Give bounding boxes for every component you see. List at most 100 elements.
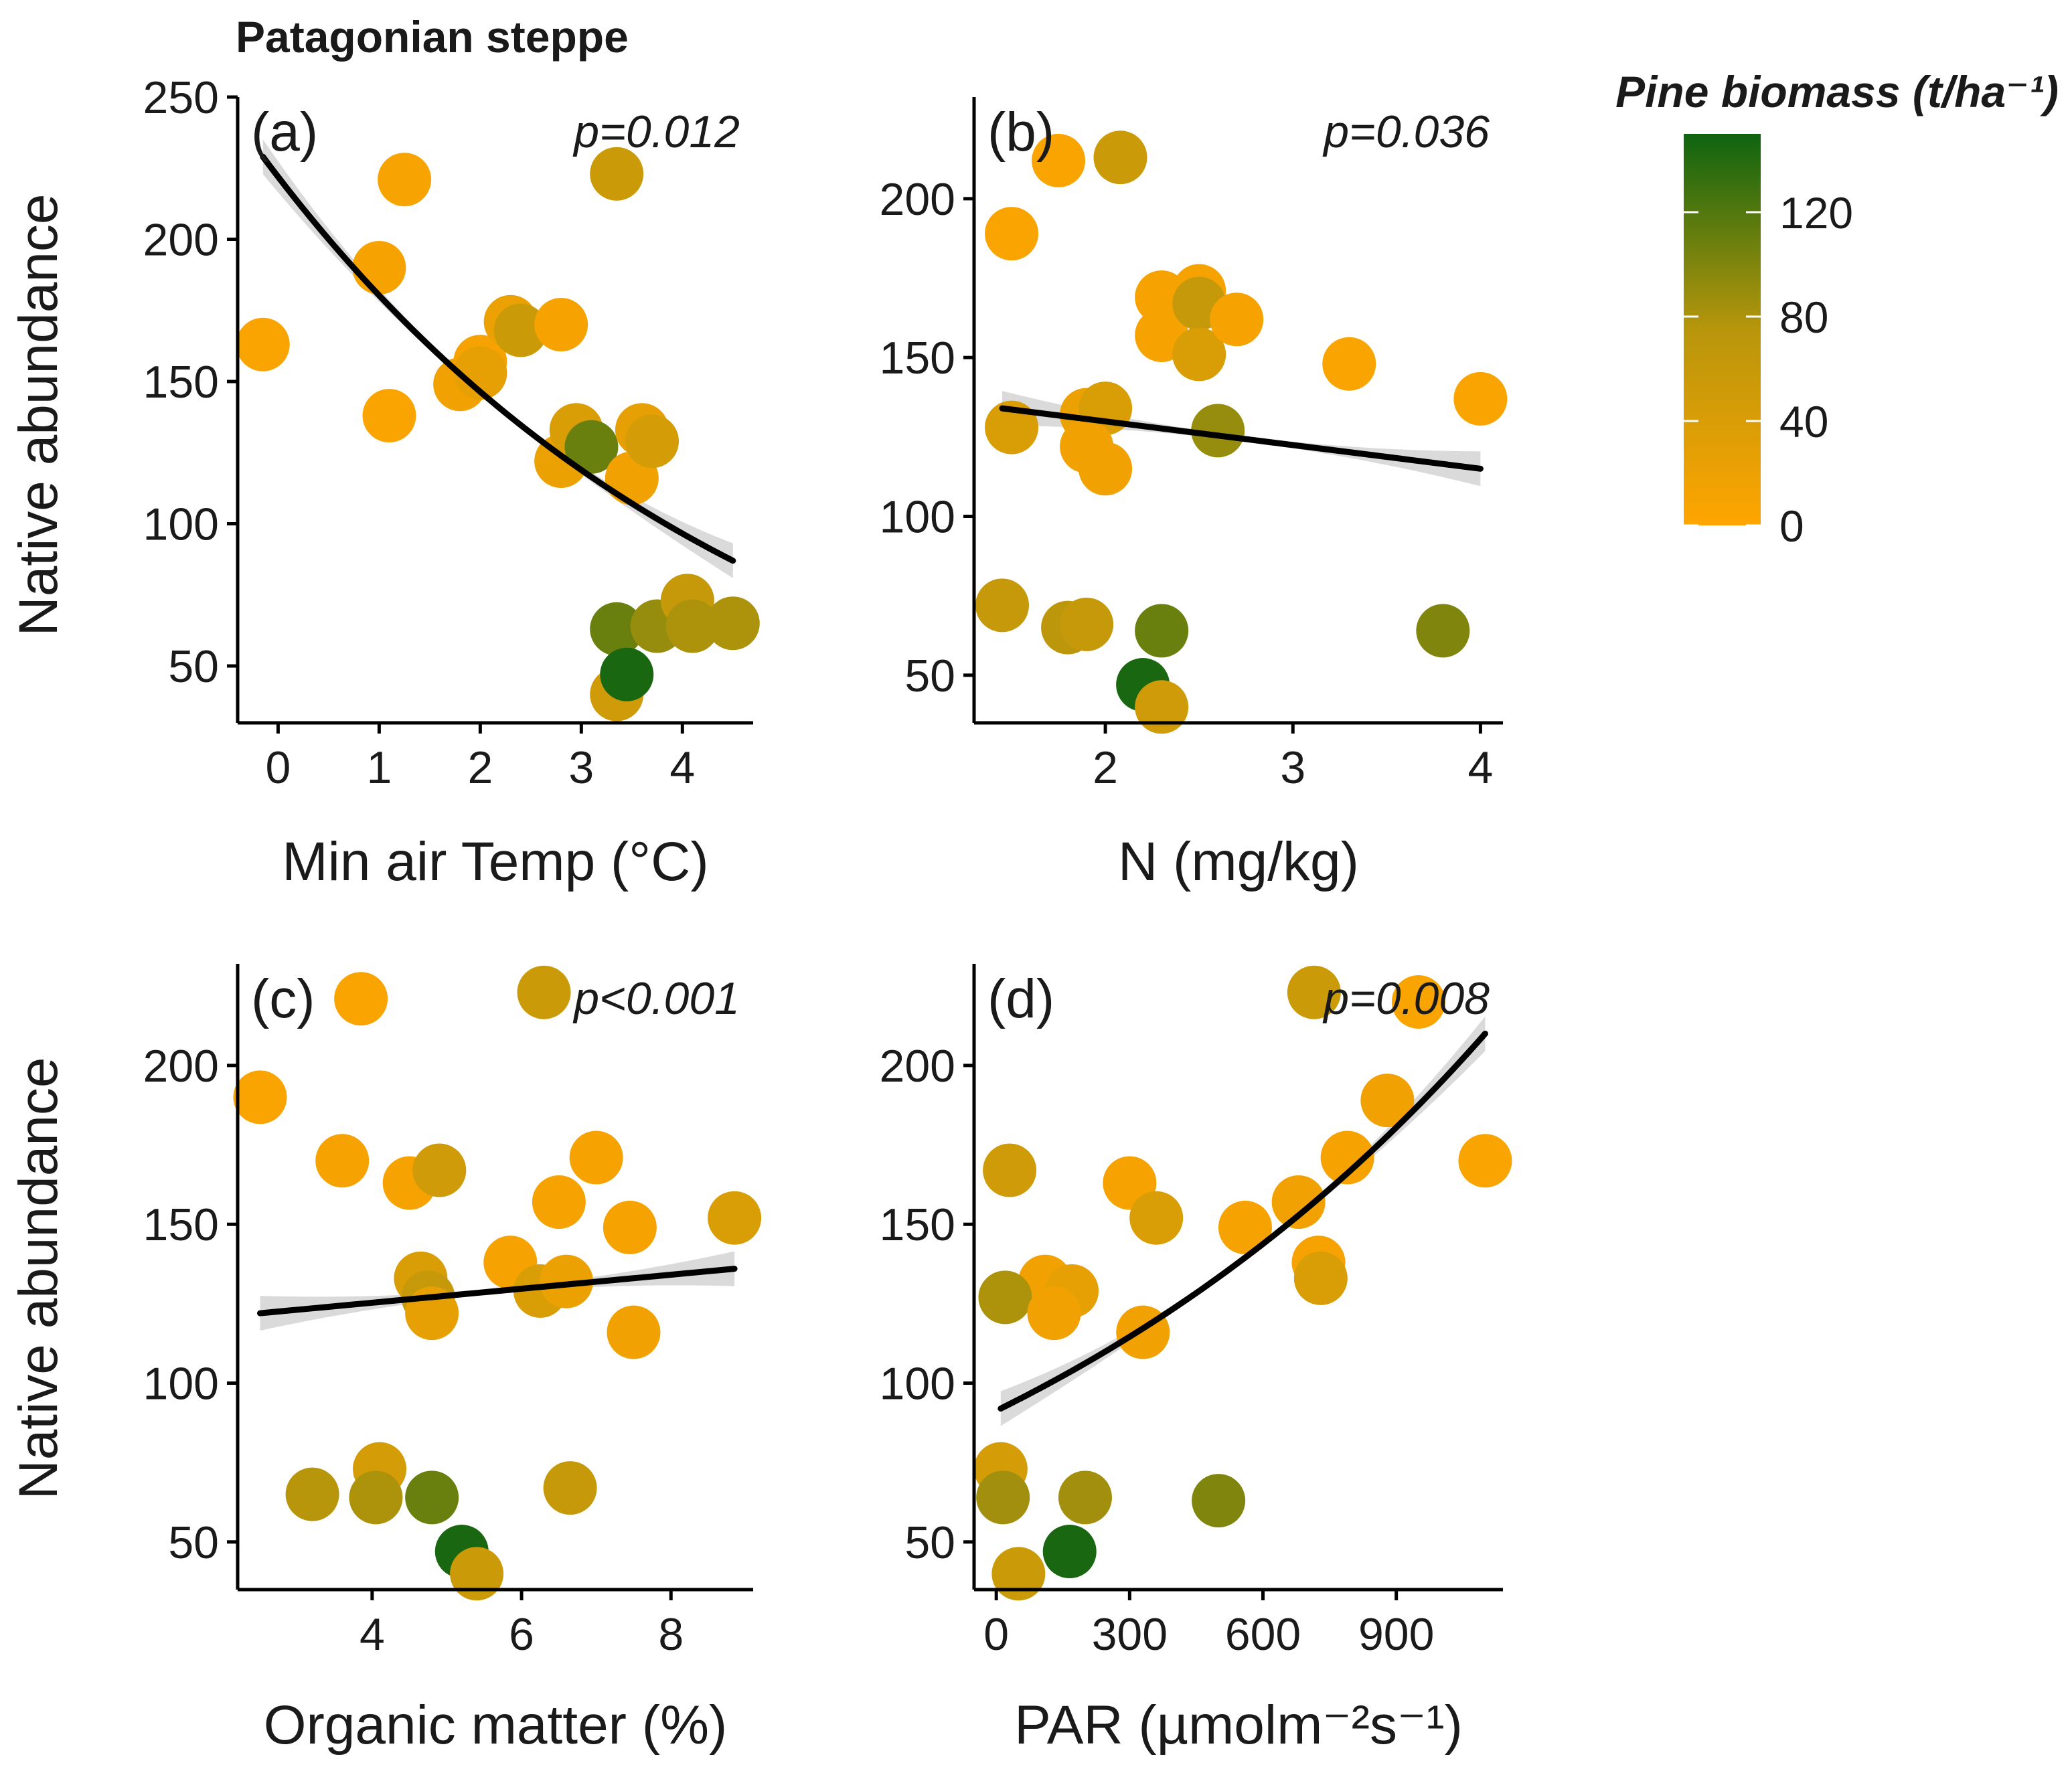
data-point (569, 1130, 623, 1185)
y-tick-label: 100 (880, 1358, 955, 1409)
x-tick-label: 300 (1092, 1609, 1168, 1660)
y-tick-label: 100 (143, 1358, 219, 1409)
fit-line-c (256, 1266, 738, 1317)
y-tick-label: 50 (904, 1517, 955, 1568)
x-tick-label: 8 (658, 1609, 684, 1660)
data-point (1287, 965, 1341, 1019)
data-point (1416, 604, 1470, 658)
data-point (1032, 133, 1086, 187)
x-tick-label: 4 (1467, 742, 1493, 793)
data-point (665, 599, 720, 653)
data-point (1027, 1286, 1081, 1341)
x-tick-label: 0 (265, 742, 291, 793)
y-tick-label: 150 (143, 1199, 219, 1250)
data-point (1218, 1200, 1272, 1254)
legend-ticks: 0 40 80 120 (1684, 188, 1853, 551)
data-point (378, 153, 432, 207)
x-axis-title: Organic matter (%) (264, 1695, 728, 1756)
data-point (405, 1470, 459, 1525)
data-point (1093, 131, 1147, 185)
y-tick-label: 200 (143, 215, 219, 266)
legend-title: Pine biomass (t/ha⁻¹) (1615, 67, 2059, 116)
data-point (1135, 680, 1189, 734)
data-point (1058, 1470, 1112, 1525)
panel-b: 2 3 4 50 100 150 200 N (mg/kg) (b) p=0.036 (880, 97, 1508, 892)
data-point (236, 317, 290, 371)
y-tick-label: 150 (143, 357, 219, 408)
data-point (708, 1191, 762, 1245)
panel-label: (b) (987, 102, 1054, 163)
data-point (607, 1305, 661, 1359)
y-tick-label: 100 (143, 499, 219, 550)
x-tick-label: 600 (1225, 1609, 1301, 1660)
data-point (534, 298, 588, 351)
data-point (1322, 337, 1376, 391)
y-tick-label: 150 (880, 1199, 955, 1250)
data-point (975, 578, 1030, 632)
x-axis-title: N (mg/kg) (1118, 831, 1359, 892)
data-point (493, 303, 548, 357)
data-point (412, 1143, 467, 1197)
data-point (315, 1134, 370, 1188)
legend-colorbar (1684, 134, 1761, 525)
panel-a: 0 1 2 3 4 50 100 150 200 250 Min air Temp (°C) Nati… (8, 72, 760, 892)
data-point (1391, 975, 1445, 1029)
data-point (1042, 1525, 1097, 1579)
x-axis-title: Min air Temp (°C) (282, 831, 708, 892)
legend-tick-label: 120 (1779, 188, 1853, 238)
fit-line-a (260, 153, 736, 564)
data-point (453, 346, 507, 400)
x-tick-label: 1 (366, 742, 392, 793)
y-axis-title: Native abundance (8, 1057, 69, 1499)
x-tick-label: 2 (1093, 742, 1118, 793)
legend-tick-label: 0 (1779, 501, 1804, 551)
data-point (233, 1070, 287, 1124)
data-point (976, 1470, 1030, 1525)
data-point (362, 389, 416, 442)
y-tick-label: 50 (168, 641, 219, 692)
data-point (991, 1547, 1046, 1601)
data-point (1458, 1134, 1512, 1188)
y-tick-label: 200 (143, 1041, 219, 1092)
y-axis-title: Native abundance (8, 193, 69, 636)
panel-label: (c) (251, 968, 315, 1029)
fit-line-d (998, 1030, 1488, 1412)
figure-title: Patagonian steppe (236, 12, 629, 62)
data-point (590, 602, 644, 656)
x-tick-label: 3 (1280, 742, 1305, 793)
legend-tick-label: 80 (1779, 292, 1828, 342)
panel-d: 0 300 600 900 50 100 150 200 PAR (µmolm⁻²s⁻¹) (d)… (880, 964, 1512, 1756)
y-tick-label: 50 (904, 651, 955, 701)
data-point (603, 1200, 657, 1254)
fit-line-b (999, 405, 1484, 472)
data-point (625, 414, 680, 469)
data-point (1172, 327, 1226, 382)
p-value-label: p=0.008 (1322, 973, 1490, 1024)
data-point (285, 1467, 339, 1521)
data-point (1210, 292, 1264, 347)
data-point (978, 1270, 1032, 1325)
panel-label: (a) (251, 102, 318, 163)
data-point (1135, 604, 1189, 658)
x-tick-label: 4 (360, 1609, 385, 1660)
y-tick-label: 150 (880, 333, 955, 384)
data-point (543, 1461, 597, 1515)
x-tick-label: 0 (983, 1609, 1009, 1660)
data-point (1191, 404, 1245, 458)
data-point (1060, 597, 1114, 651)
data-point (1360, 1074, 1415, 1128)
data-point (600, 647, 654, 701)
x-tick-label: 4 (669, 742, 695, 793)
data-point (985, 207, 1039, 261)
y-tick-label: 100 (880, 491, 955, 542)
x-tick-label: 3 (568, 742, 594, 793)
y-tick-label: 200 (880, 1041, 955, 1092)
p-value-label: p=0.036 (1322, 106, 1490, 157)
data-point (1293, 1251, 1348, 1305)
y-tick-label: 250 (143, 72, 219, 123)
p-value-label: p<0.001 (572, 973, 740, 1024)
data-point (590, 147, 644, 201)
data-point (450, 1547, 504, 1601)
data-point (532, 1175, 586, 1229)
